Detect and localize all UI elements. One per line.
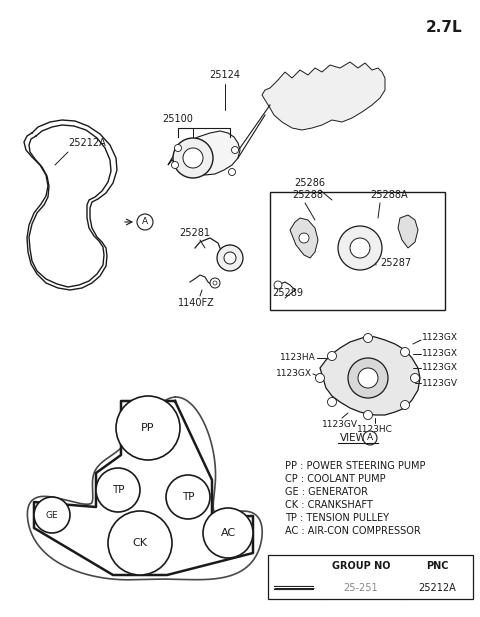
Circle shape <box>183 148 203 168</box>
Circle shape <box>363 410 372 420</box>
Circle shape <box>203 508 253 558</box>
Text: GE: GE <box>46 510 58 520</box>
Text: 1123HC: 1123HC <box>357 425 393 434</box>
Text: TP: TP <box>182 492 194 502</box>
Circle shape <box>224 252 236 264</box>
Polygon shape <box>262 62 385 130</box>
Text: 25288: 25288 <box>292 190 323 200</box>
Circle shape <box>338 226 382 270</box>
Circle shape <box>327 397 336 407</box>
Text: 1123HA: 1123HA <box>280 354 316 363</box>
Circle shape <box>210 278 220 288</box>
Text: 25286: 25286 <box>295 178 325 188</box>
Text: 25212A: 25212A <box>419 583 456 593</box>
Circle shape <box>350 238 370 258</box>
Circle shape <box>348 358 388 398</box>
Text: 1123GX: 1123GX <box>422 349 458 357</box>
Circle shape <box>327 352 336 360</box>
Circle shape <box>108 511 172 575</box>
Circle shape <box>173 138 213 178</box>
Text: GROUP NO: GROUP NO <box>332 561 390 571</box>
Text: 25289: 25289 <box>272 288 303 298</box>
Circle shape <box>171 162 179 168</box>
Circle shape <box>213 281 217 285</box>
Text: 1123GV: 1123GV <box>422 378 458 387</box>
Text: 25-251: 25-251 <box>344 583 378 593</box>
Polygon shape <box>168 131 240 175</box>
Circle shape <box>166 475 210 519</box>
Circle shape <box>400 400 409 410</box>
Text: PP: PP <box>141 423 155 433</box>
Text: 25288A: 25288A <box>370 190 408 200</box>
Text: A: A <box>142 218 148 226</box>
Text: TP: TP <box>112 485 124 495</box>
Text: 2.7L: 2.7L <box>425 20 462 35</box>
Polygon shape <box>320 336 420 415</box>
Text: 25124: 25124 <box>209 70 240 80</box>
Circle shape <box>400 347 409 357</box>
Text: 1123GX: 1123GX <box>422 334 458 342</box>
Circle shape <box>34 497 70 533</box>
Circle shape <box>358 368 378 388</box>
Polygon shape <box>290 218 318 258</box>
Circle shape <box>137 214 153 230</box>
Text: AC : AIR-CON COMPRESSOR: AC : AIR-CON COMPRESSOR <box>285 526 421 536</box>
Circle shape <box>299 233 309 243</box>
Text: CK: CK <box>132 538 147 548</box>
Text: TP : TENSION PULLEY: TP : TENSION PULLEY <box>285 513 389 523</box>
Text: A: A <box>367 434 373 442</box>
Text: 1140FZ: 1140FZ <box>178 298 215 308</box>
Text: PNC: PNC <box>426 561 449 571</box>
Circle shape <box>96 468 140 512</box>
Circle shape <box>363 431 377 445</box>
Circle shape <box>363 334 372 342</box>
Circle shape <box>116 396 180 460</box>
Circle shape <box>217 245 243 271</box>
Polygon shape <box>398 215 418 248</box>
Circle shape <box>410 373 420 383</box>
Text: 25212A: 25212A <box>68 138 106 148</box>
Text: 25100: 25100 <box>163 114 193 124</box>
Text: 25287: 25287 <box>380 258 411 268</box>
Text: 25281: 25281 <box>180 228 211 238</box>
Text: CP : COOLANT PUMP: CP : COOLANT PUMP <box>285 474 385 484</box>
FancyBboxPatch shape <box>268 555 473 599</box>
Circle shape <box>315 373 324 383</box>
Text: PP : POWER STEERING PUMP: PP : POWER STEERING PUMP <box>285 461 425 471</box>
Circle shape <box>228 168 236 175</box>
Text: 1123GV: 1123GV <box>322 420 358 429</box>
Circle shape <box>231 146 239 154</box>
Text: 1123GX: 1123GX <box>276 370 312 378</box>
Text: AC: AC <box>220 528 236 538</box>
Text: CK : CRANKSHAFT: CK : CRANKSHAFT <box>285 500 373 510</box>
Text: VIEW: VIEW <box>340 433 367 443</box>
Text: 1123GX: 1123GX <box>422 363 458 373</box>
FancyBboxPatch shape <box>270 192 445 310</box>
Text: GE : GENERATOR: GE : GENERATOR <box>285 487 368 497</box>
Circle shape <box>274 281 282 289</box>
Circle shape <box>175 144 181 152</box>
